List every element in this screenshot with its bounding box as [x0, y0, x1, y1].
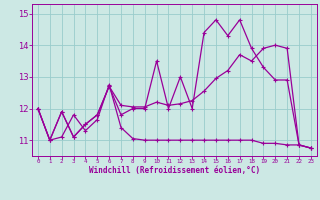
X-axis label: Windchill (Refroidissement éolien,°C): Windchill (Refroidissement éolien,°C) — [89, 166, 260, 175]
